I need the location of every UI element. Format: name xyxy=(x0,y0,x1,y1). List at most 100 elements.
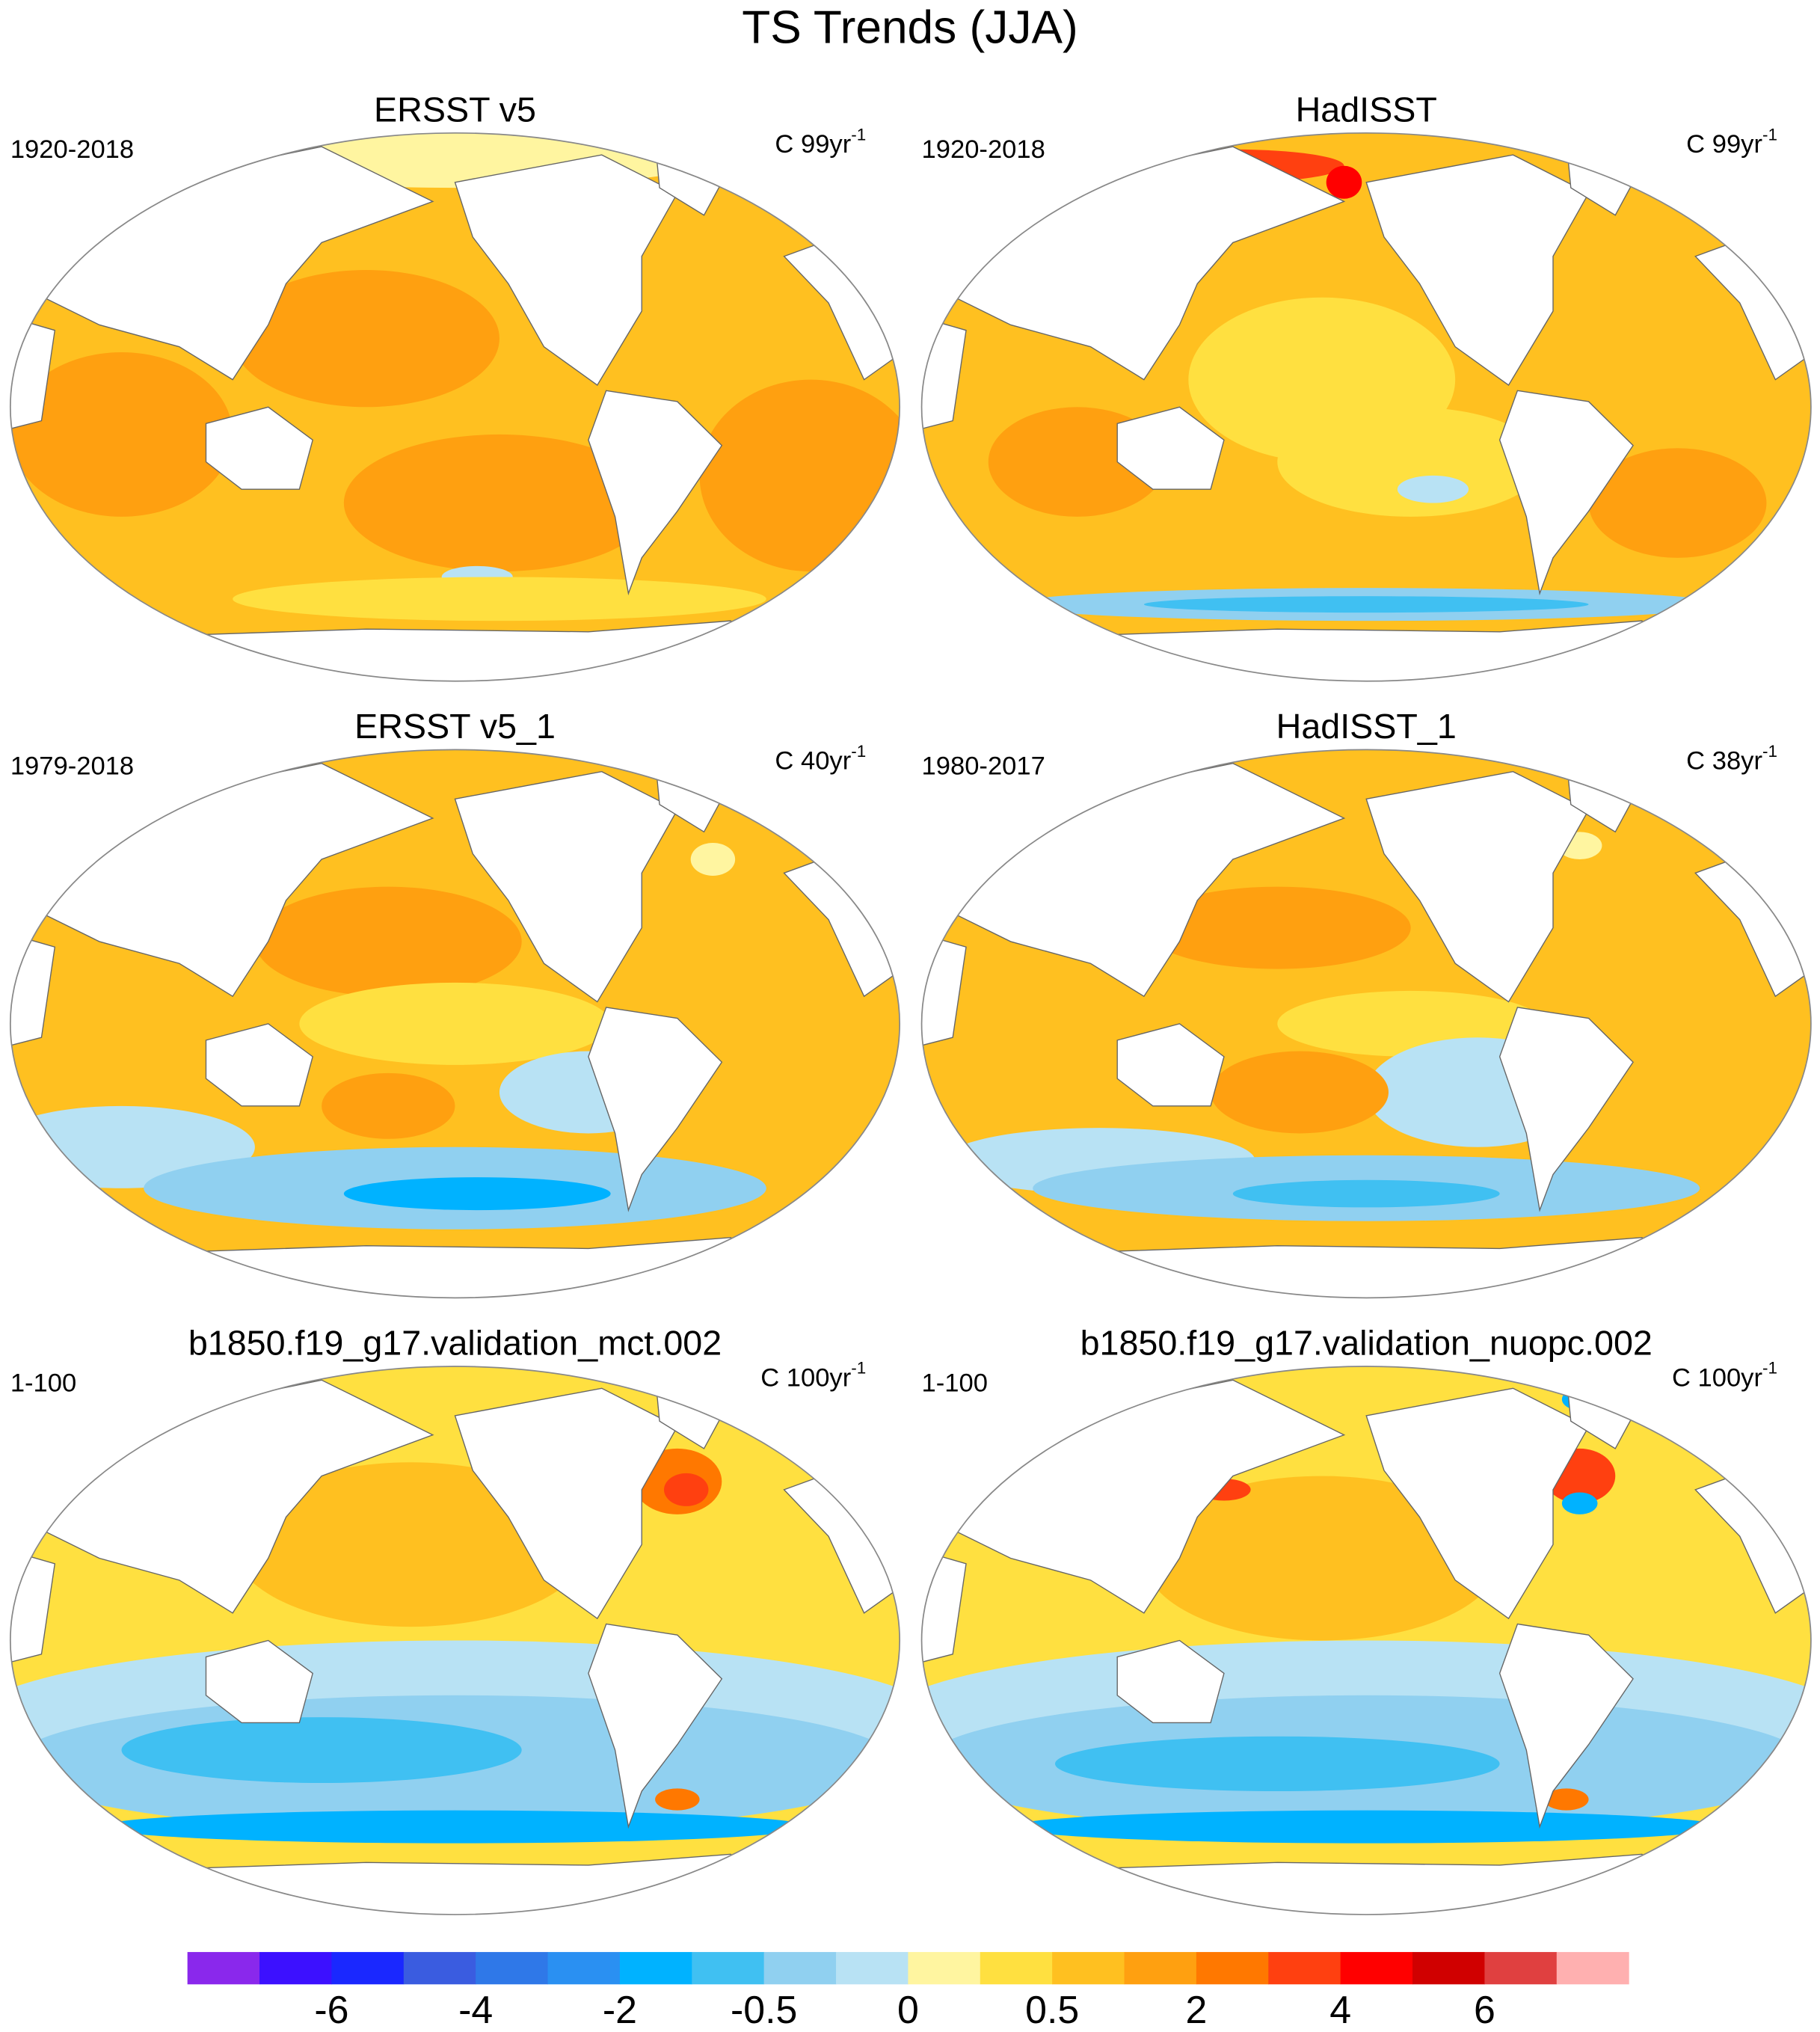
landmass xyxy=(1498,1007,1634,1212)
colorbar-box xyxy=(763,1952,837,1985)
landmass xyxy=(10,1544,56,1669)
colorbar-box xyxy=(403,1952,476,1985)
colorbar-box xyxy=(259,1952,332,1985)
map-field xyxy=(921,1366,1811,1915)
period-label: 1979-2018 xyxy=(10,752,134,781)
period-label: 1-100 xyxy=(10,1369,76,1397)
contour-region xyxy=(1588,448,1767,558)
landmass xyxy=(454,770,678,1003)
landmass xyxy=(10,310,56,435)
units-text: C 100yr xyxy=(760,1363,851,1392)
colorbar-tick-label: 2 xyxy=(1185,1988,1207,2031)
units-label: C 99yr-1 xyxy=(775,125,866,159)
units-text: C 100yr xyxy=(1672,1363,1762,1392)
period-label: 1980-2017 xyxy=(922,752,1045,781)
units-text: C 99yr xyxy=(775,130,851,159)
contour-region xyxy=(254,886,522,997)
units-label: C 100yr-1 xyxy=(1672,1358,1777,1392)
map-field xyxy=(10,749,900,1298)
contour-region xyxy=(299,982,611,1065)
contour-region xyxy=(1211,1051,1389,1134)
colorbar-tick-label: -0.5 xyxy=(731,1988,797,2031)
panel-title: b1850.f19_g17.validation_mct.002 xyxy=(188,1324,722,1363)
colorbar-box xyxy=(1412,1952,1485,1985)
landmass xyxy=(1365,1387,1590,1620)
landmass xyxy=(454,1387,678,1620)
units-exponent: -1 xyxy=(1762,742,1777,761)
contour-region xyxy=(343,1177,611,1211)
colorbar-box xyxy=(980,1952,1053,1985)
units-exponent: -1 xyxy=(851,742,866,761)
contour-region xyxy=(1054,1736,1500,1792)
panel-title: HadISST_1 xyxy=(1276,707,1457,746)
contour-region xyxy=(233,577,766,621)
colorbar-box xyxy=(1268,1952,1341,1985)
map-outline xyxy=(9,749,901,1299)
colorbar-box xyxy=(476,1952,549,1985)
map-panel: HadISST 1920-2018 C 99yr-1 xyxy=(920,90,1812,682)
colorbar-tick-label: 0.5 xyxy=(1025,1988,1079,2031)
contour-region xyxy=(1143,596,1589,613)
map-field xyxy=(921,132,1811,681)
contour-region xyxy=(121,1717,522,1784)
contour-region xyxy=(322,1072,455,1139)
landmass xyxy=(1498,390,1634,596)
landmass xyxy=(921,310,967,435)
colorbar-box xyxy=(1196,1952,1269,1985)
landmass xyxy=(10,927,56,1052)
figure-title: TS Trends (JJA) xyxy=(742,2,1077,54)
contour-region xyxy=(1397,475,1469,503)
colorbar-box xyxy=(547,1952,621,1985)
contour-region xyxy=(699,379,900,572)
landmass xyxy=(588,390,723,596)
colorbar-tick-label: 6 xyxy=(1474,1988,1495,2031)
map-field xyxy=(10,1366,900,1915)
colorbar-box xyxy=(331,1952,405,1985)
units-text: C 38yr xyxy=(1686,747,1762,776)
colorbar-box xyxy=(836,1952,909,1985)
period-label: 1920-2018 xyxy=(10,135,134,164)
units-exponent: -1 xyxy=(851,1358,866,1377)
map-panel: b1850.f19_g17.validation_nuopc.002 1-100 C… xyxy=(920,1324,1812,1915)
map-outline xyxy=(9,1366,901,1915)
map-field xyxy=(10,132,900,681)
units-exponent: -1 xyxy=(1762,125,1777,144)
landmass xyxy=(454,154,678,386)
map-panel: ERSST v5 1920-2018 C 99yr-1 xyxy=(9,90,901,682)
colorbar-box xyxy=(1484,1952,1558,1985)
panel-title: ERSST v5_1 xyxy=(354,707,556,746)
contour-region xyxy=(343,434,656,572)
colorbar-box xyxy=(187,1952,260,1985)
colorbar-box xyxy=(1340,1952,1413,1985)
map-outline xyxy=(920,749,1812,1299)
landmass xyxy=(205,1639,313,1724)
contour-region xyxy=(655,1788,700,1811)
period-label: 1-100 xyxy=(922,1369,988,1397)
landmass xyxy=(1116,1639,1225,1724)
colorbar-tick-label: -4 xyxy=(458,1988,493,2031)
panel-title: ERSST v5 xyxy=(374,90,536,129)
colorbar-box xyxy=(619,1952,692,1985)
colorbar-tick-label: -2 xyxy=(603,1988,637,2031)
landmass xyxy=(1498,1623,1634,1829)
landmass xyxy=(1365,154,1590,386)
landmass xyxy=(588,1623,723,1829)
colorbar-box xyxy=(1124,1952,1197,1985)
colorbar-box xyxy=(1052,1952,1125,1985)
map-outline xyxy=(9,132,901,682)
colorbar-box xyxy=(908,1952,981,1985)
colorbar-box xyxy=(1556,1952,1629,1985)
period-label: 1920-2018 xyxy=(922,135,1045,164)
units-text: C 40yr xyxy=(775,747,851,776)
landmass xyxy=(921,927,967,1052)
contour-region xyxy=(690,842,736,876)
landmass xyxy=(205,1023,313,1107)
contour-region xyxy=(1232,1179,1500,1208)
contour-region xyxy=(1143,1476,1500,1641)
contour-region xyxy=(10,352,233,517)
landmass xyxy=(921,1544,967,1669)
landmass xyxy=(1116,406,1225,490)
contour-region xyxy=(233,270,499,408)
units-label: C 38yr-1 xyxy=(1686,742,1777,776)
